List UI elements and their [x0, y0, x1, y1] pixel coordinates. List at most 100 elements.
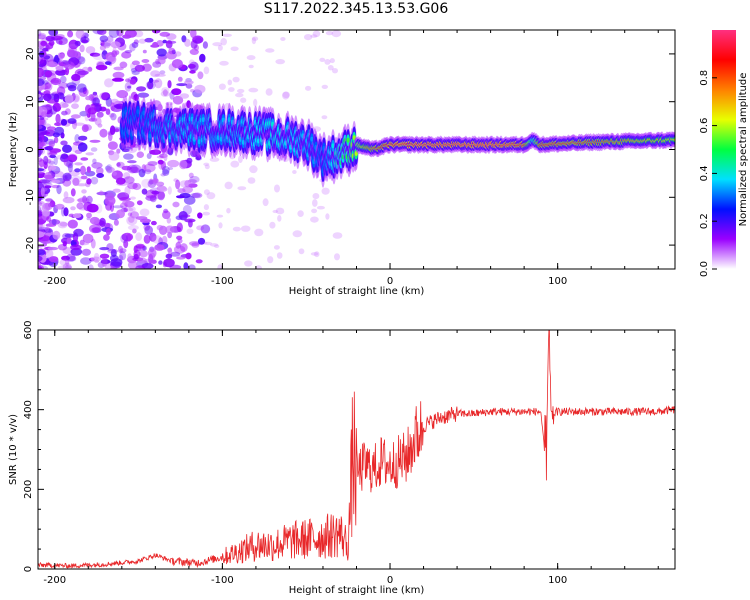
- noise-blob: [159, 31, 171, 37]
- noise-blob: [39, 58, 47, 67]
- noise-blob: [80, 36, 90, 44]
- noise-blob: [146, 153, 152, 159]
- noise-blob: [116, 161, 125, 168]
- noise-blob: [57, 265, 70, 269]
- colorbar-tick-label: 0.4: [699, 165, 710, 181]
- noise-blob: [282, 91, 290, 99]
- noise-blob: [228, 87, 235, 92]
- noise-blob: [38, 265, 42, 269]
- noise-blob: [67, 154, 78, 163]
- noise-blob: [219, 60, 229, 66]
- noise-blob: [217, 264, 223, 269]
- noise-blob: [212, 42, 223, 47]
- noise-blob: [67, 30, 74, 38]
- noise-blob: [45, 198, 53, 202]
- noise-blob: [114, 128, 120, 133]
- noise-blob: [167, 80, 172, 89]
- noise-blob: [57, 221, 68, 229]
- noise-blob: [64, 174, 72, 180]
- noise-blob: [195, 156, 203, 161]
- noise-blob: [62, 61, 72, 65]
- noise-blob: [41, 179, 52, 185]
- noise-blob: [44, 70, 52, 78]
- x-tick-label: -200: [43, 575, 66, 586]
- noise-blob: [64, 233, 76, 238]
- noise-blob: [52, 230, 61, 240]
- noise-blob: [123, 239, 129, 249]
- noise-blob: [91, 162, 103, 169]
- noise-blob: [218, 222, 223, 229]
- noise-blob: [70, 114, 81, 119]
- noise-blob: [67, 163, 73, 173]
- noise-blob: [99, 92, 109, 100]
- noise-blob: [157, 103, 163, 112]
- noise-blob: [61, 110, 68, 116]
- x-tick-label: 0: [387, 575, 393, 586]
- noise-blob: [190, 30, 197, 39]
- colorbar-gradient: [712, 30, 736, 269]
- noise-blob: [67, 219, 78, 229]
- noise-blob: [216, 214, 224, 218]
- noise-blob: [230, 46, 239, 52]
- colorbar-tick-label: 0.0: [699, 261, 710, 277]
- noise-blob: [112, 77, 124, 82]
- noise-blob: [137, 92, 150, 98]
- colorbar: 0.0 0.2 0.4 0.6 0.8 Normalized spectral ampli…: [699, 30, 749, 277]
- noise-blob: [189, 48, 199, 56]
- noise-blob: [111, 50, 118, 58]
- noise-blob: [51, 170, 64, 178]
- noise-blob: [171, 59, 183, 69]
- noise-blob: [189, 193, 201, 198]
- noise-blob: [170, 251, 181, 257]
- noise-blob: [87, 264, 94, 269]
- noise-blob: [332, 68, 338, 74]
- noise-blob: [62, 172, 72, 182]
- noise-blob: [184, 80, 194, 85]
- noise-blob: [62, 178, 72, 187]
- noise-blob: [62, 174, 68, 181]
- noise-blob: [120, 234, 128, 244]
- noise-blob: [110, 41, 121, 49]
- noise-blob: [172, 95, 184, 105]
- y-tick-label: 200: [23, 480, 34, 499]
- noise-blob: [179, 243, 188, 252]
- noise-blob: [297, 210, 304, 218]
- noise-blob: [157, 159, 164, 165]
- noise-blob: [132, 228, 137, 234]
- noise-blob: [172, 201, 180, 208]
- noise-blob: [105, 97, 112, 107]
- noise-blob: [158, 225, 168, 235]
- noise-blob: [81, 189, 87, 194]
- noise-blob: [127, 253, 132, 261]
- noise-blob: [78, 135, 88, 141]
- noise-blob: [319, 57, 326, 63]
- noise-blob: [62, 144, 72, 153]
- noise-blob: [189, 175, 200, 184]
- noise-blob: [49, 165, 57, 171]
- noise-blob: [76, 83, 87, 93]
- noise-blob: [162, 39, 167, 44]
- noise-blob: [123, 176, 135, 184]
- noise-blob: [58, 53, 65, 59]
- noise-blob: [133, 249, 141, 259]
- noise-blob: [181, 35, 187, 43]
- noise-blob: [200, 224, 211, 234]
- noise-blob: [126, 164, 138, 174]
- noise-blob: [136, 86, 147, 92]
- noise-blob: [81, 248, 91, 256]
- y-tick-label: 400: [23, 400, 34, 419]
- noise-blob: [64, 94, 74, 104]
- noise-blob: [232, 76, 240, 83]
- noise-blob: [190, 39, 198, 49]
- noise-blob: [96, 111, 104, 118]
- noise-blob: [110, 102, 116, 111]
- noise-blob: [168, 47, 176, 55]
- noise-blob: [105, 166, 115, 173]
- noise-blob: [152, 41, 159, 48]
- noise-blob: [40, 111, 47, 118]
- ridge-peak: [310, 136, 314, 142]
- ridge-peak: [346, 137, 350, 143]
- noise-blob: [94, 117, 102, 126]
- noise-blob: [175, 241, 182, 249]
- noise-blob: [204, 164, 210, 170]
